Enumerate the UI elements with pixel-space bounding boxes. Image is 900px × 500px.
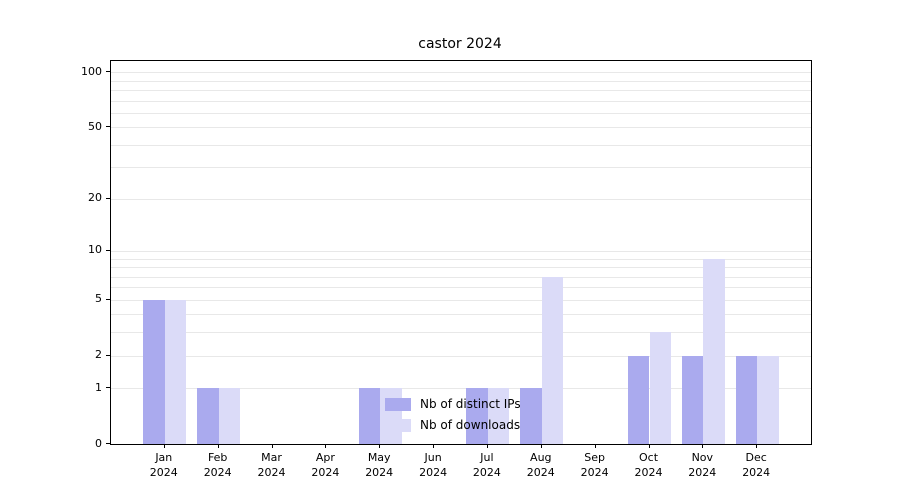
x-tick-label: Aug 2024 — [526, 451, 555, 479]
bar-distinct-ips-jan-2024 — [143, 299, 165, 444]
x-tick-label: Feb 2024 — [203, 451, 232, 479]
gridline — [111, 299, 811, 301]
x-tick-mark — [648, 444, 650, 448]
gridline — [111, 80, 811, 82]
gridline — [111, 167, 811, 169]
gridline — [111, 72, 811, 74]
bar-downloads-oct-2024 — [649, 332, 671, 444]
x-tick-label: Dec 2024 — [742, 451, 771, 479]
bar-distinct-ips-may-2024 — [358, 388, 381, 444]
gridline — [111, 314, 811, 316]
x-tick-mark — [433, 444, 435, 448]
y-tick-mark — [106, 443, 110, 444]
y-tick-mark — [106, 197, 110, 199]
x-tick-mark — [217, 444, 219, 448]
y-tick-label: 1 — [95, 380, 102, 394]
bar-downloads-nov-2024 — [703, 258, 725, 444]
gridline — [111, 100, 811, 102]
bar-downloads-dec-2024 — [757, 355, 779, 444]
y-tick-label: 100 — [81, 64, 102, 78]
y-tick-mark — [106, 387, 110, 389]
x-tick-label: Mar 2024 — [257, 451, 286, 479]
gridline — [111, 332, 811, 334]
y-tick-label: 5 — [95, 292, 102, 306]
x-tick-mark — [325, 444, 327, 448]
y-tick-label: 50 — [88, 119, 102, 133]
bar-downloads-aug-2024 — [541, 276, 564, 444]
gridline — [111, 127, 811, 129]
bar-downloads-feb-2024 — [218, 388, 241, 444]
bar-distinct-ips-oct-2024 — [627, 355, 650, 444]
gridline — [111, 267, 811, 268]
x-tick-label: Nov 2024 — [688, 451, 717, 479]
x-tick-label: Sep 2024 — [580, 451, 609, 479]
legend-swatch-distinct-ips — [385, 397, 411, 411]
gridline — [111, 355, 811, 357]
legend-item-downloads: Nb of downloads — [385, 418, 521, 432]
y-tick-mark — [106, 249, 110, 251]
x-tick-mark — [702, 444, 704, 448]
legend: Nb of distinct IPs Nb of downloads — [379, 393, 527, 436]
x-tick-label: Jan 2024 — [149, 451, 178, 479]
y-tick-label: 20 — [88, 191, 102, 205]
bar-distinct-ips-feb-2024 — [197, 388, 219, 444]
legend-label-distinct-ips: Nb of distinct IPs — [420, 397, 521, 411]
x-tick-label: Jun 2024 — [419, 451, 448, 479]
gridline — [111, 250, 811, 252]
bar-distinct-ips-jul-2024 — [466, 388, 488, 444]
y-tick-mark — [106, 126, 110, 128]
gridline — [111, 198, 811, 200]
bar-distinct-ips-dec-2024 — [735, 355, 758, 444]
gridline — [111, 112, 811, 114]
y-tick-mark — [106, 71, 110, 73]
y-tick-mark — [106, 354, 110, 356]
x-tick-label: Jul 2024 — [472, 451, 501, 479]
plot-area: Nb of distinct IPs Nb of downloads — [110, 60, 812, 445]
y-tick-label: 10 — [88, 243, 102, 257]
y-tick-label: 2 — [95, 348, 102, 361]
gridline — [111, 89, 811, 91]
legend-label-downloads: Nb of downloads — [420, 418, 521, 432]
bar-downloads-jan-2024 — [164, 299, 187, 444]
x-tick-mark — [271, 444, 273, 448]
bar-distinct-ips-aug-2024 — [520, 388, 542, 444]
x-tick-label: May 2024 — [365, 451, 394, 479]
x-tick-mark — [540, 444, 542, 448]
gridline — [111, 388, 811, 390]
x-tick-mark — [594, 444, 596, 448]
gridline — [111, 276, 811, 278]
x-tick-mark — [379, 444, 381, 448]
x-tick-label: Oct 2024 — [634, 451, 663, 479]
gridline — [111, 144, 811, 146]
y-tick-mark — [106, 298, 110, 300]
y-tick-label: 0 — [95, 436, 102, 450]
gridline — [111, 258, 811, 260]
chart-title: castor 2024 — [418, 36, 502, 52]
x-tick-mark — [756, 444, 758, 448]
bar-downloads-jul-2024 — [487, 388, 510, 444]
bar-distinct-ips-nov-2024 — [681, 355, 704, 444]
legend-item-distinct-ips: Nb of distinct IPs — [385, 397, 521, 411]
x-tick-mark — [163, 444, 165, 448]
x-tick-label: Apr 2024 — [311, 451, 340, 479]
gridline — [111, 287, 811, 289]
legend-swatch-downloads — [385, 418, 411, 432]
x-tick-mark — [486, 444, 488, 448]
